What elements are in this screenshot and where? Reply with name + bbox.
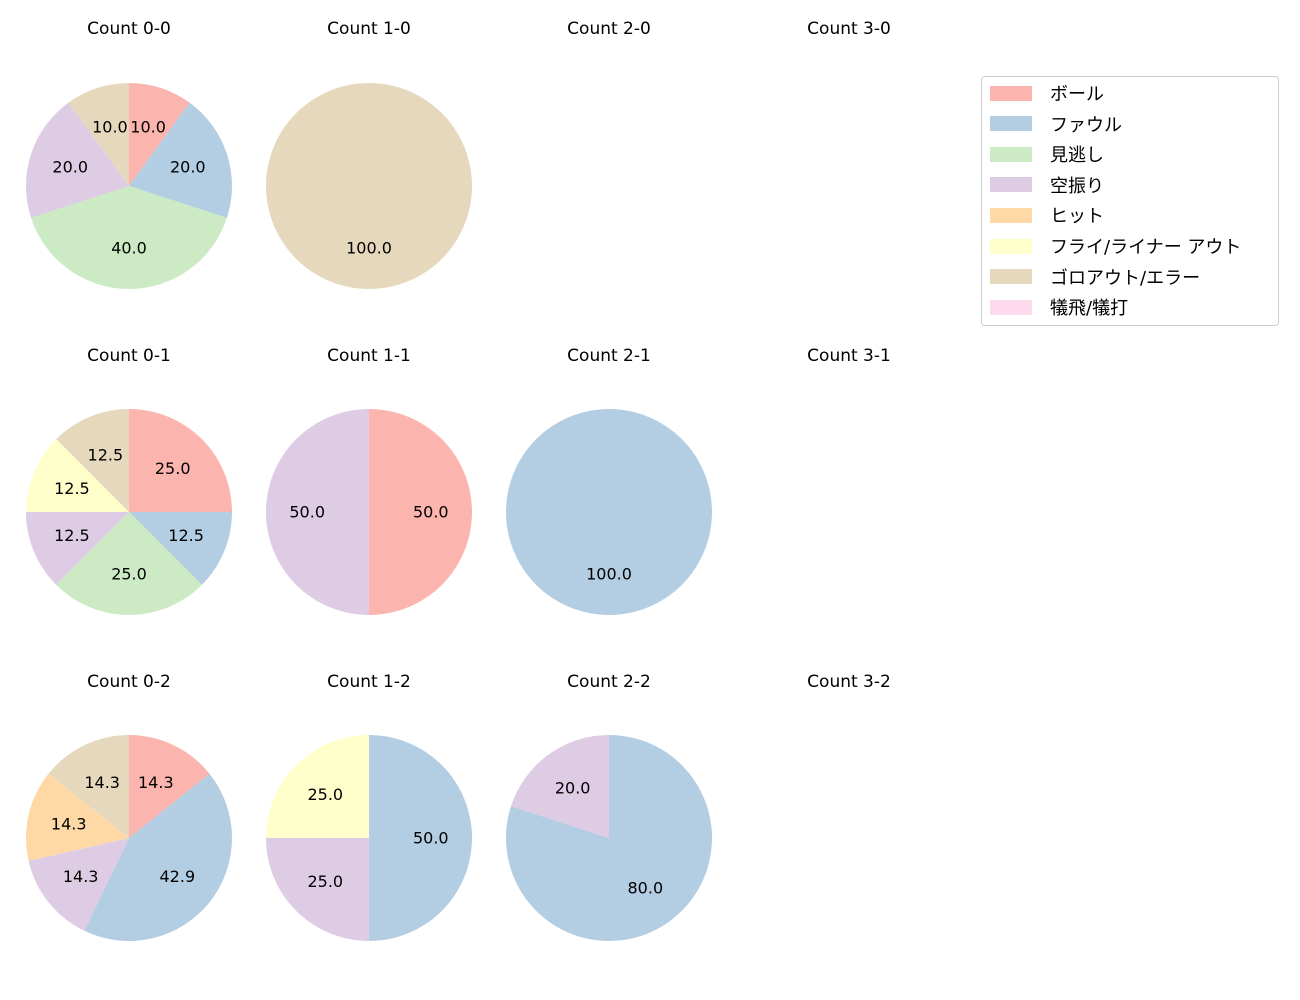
- slice-value-label: 50.0: [289, 503, 325, 522]
- pie-slice: [266, 83, 472, 289]
- pie-slice: [84, 773, 232, 941]
- pie-title: Count 2-1: [567, 346, 651, 366]
- legend-label: 見逃し: [1050, 145, 1104, 167]
- legend-item: 犠飛/犠打: [990, 295, 1128, 319]
- pie-slice: [56, 512, 202, 615]
- slice-value-label: 14.3: [51, 815, 87, 834]
- legend-swatch: [990, 146, 1032, 162]
- slice-value-label: 42.9: [160, 867, 196, 886]
- pie-slice: [56, 409, 130, 512]
- slice-value-label: 25.0: [155, 459, 191, 478]
- pie-count-3-2: Count 3-2: [807, 672, 891, 692]
- pie-count-3-1: Count 3-1: [807, 346, 891, 366]
- pie-count-1-2: Count 1-2 50.0 25.0 25.0: [266, 672, 472, 941]
- legend-swatch: [990, 299, 1032, 315]
- pie-slice: [28, 838, 129, 931]
- slice-value-label: 14.3: [63, 867, 99, 886]
- slice-value-label: 12.5: [54, 526, 90, 545]
- slice-value-label: 25.0: [307, 872, 343, 891]
- pie-count-1-0: Count 1-0 100.0: [266, 19, 472, 289]
- legend-item: ファウル: [990, 112, 1122, 136]
- legend-item: フライ/ライナー アウト: [990, 234, 1241, 258]
- legend-item: ヒット: [990, 203, 1104, 227]
- legend-label: ファウル: [1050, 114, 1122, 136]
- pie-count-0-1: Count 0-1 25.0 12.5 25.0 12.5 12.5 12.5: [26, 346, 232, 615]
- legend-swatch: [990, 177, 1032, 193]
- pie-slice: [266, 735, 369, 838]
- slice-value-label: 80.0: [628, 878, 664, 897]
- pie-count-2-0: Count 2-0: [567, 19, 651, 39]
- pie-title: Count 0-1: [87, 346, 171, 366]
- pie-count-1-1: Count 1-1 50.0 50.0: [266, 346, 472, 615]
- slice-value-label: 14.3: [138, 773, 174, 792]
- pie-slice: [129, 409, 232, 512]
- legend-item: ゴロアウト/エラー: [990, 265, 1200, 289]
- pie-title: Count 3-0: [807, 19, 891, 39]
- slice-value-label: 12.5: [54, 479, 90, 498]
- pie-title: Count 1-1: [327, 346, 411, 366]
- pie-title: Count 1-2: [327, 672, 411, 692]
- slice-value-label: 25.0: [307, 785, 343, 804]
- pie-slice: [25, 102, 129, 218]
- legend-label: フライ/ライナー アウト: [1050, 237, 1242, 258]
- slice-value-label: 20.0: [52, 157, 88, 176]
- pie-slice: [369, 735, 472, 941]
- legend-swatch: [990, 116, 1032, 132]
- pie-slice: [26, 439, 129, 512]
- legend-item: 空振り: [990, 173, 1104, 197]
- pie-slice: [266, 409, 369, 615]
- legend-item: ボール: [990, 81, 1104, 105]
- slice-value-label: 10.0: [92, 118, 128, 137]
- slice-value-label: 100.0: [346, 238, 392, 257]
- pie-title: Count 3-1: [807, 346, 891, 366]
- pie-slice: [369, 409, 472, 615]
- pie-slice: [266, 838, 369, 941]
- pie-count-2-2: Count 2-2 80.0 20.0: [506, 672, 713, 941]
- pie-slice: [26, 773, 130, 861]
- legend-swatch: [990, 207, 1032, 223]
- pie-slice: [506, 409, 712, 615]
- pie-count-0-0: Count 0-0 10.0 20.0 40.0 20.0 10.0: [25, 19, 232, 289]
- pie-title: Count 2-0: [567, 19, 651, 39]
- pie-slice: [129, 102, 232, 218]
- legend: ボールファウル見逃し空振りヒットフライ/ライナー アウト ゴロアウト/エラー 犠飛/…: [981, 76, 1279, 326]
- pie-slice: [129, 735, 210, 838]
- pie-slice: [48, 735, 129, 838]
- pie-slice: [129, 512, 232, 585]
- pie-count-0-2: Count 0-2 14.3 42.9 14.3 14.3 14.3: [26, 672, 232, 941]
- slice-value-label: 14.3: [84, 773, 120, 792]
- slice-value-label: 25.0: [111, 564, 147, 583]
- slice-value-label: 50.0: [413, 829, 449, 848]
- legend-label: ボール: [1050, 84, 1104, 105]
- slice-value-label: 12.5: [168, 526, 204, 545]
- pie-title: Count 0-2: [87, 672, 171, 692]
- pie-slice: [129, 83, 190, 186]
- legend-label: 犠飛/犠打: [1050, 298, 1129, 320]
- pie-count-3-0: Count 3-0: [807, 19, 891, 39]
- legend-swatch: [990, 238, 1032, 254]
- slice-value-label: 40.0: [111, 238, 147, 257]
- pie-slice: [68, 83, 129, 186]
- slice-value-label: 12.5: [88, 445, 124, 464]
- pie-count-2-1: Count 2-1 100.0: [506, 346, 712, 615]
- pie-title: Count 3-2: [807, 672, 891, 692]
- pie-title: Count 1-0: [327, 19, 411, 39]
- pie-title: Count 2-2: [567, 672, 651, 692]
- legend-label: ゴロアウト/エラー: [1050, 267, 1201, 289]
- legend-swatch: [990, 85, 1032, 101]
- legend-label: ヒット: [1050, 206, 1104, 228]
- slice-value-label: 20.0: [170, 157, 206, 176]
- pie-title: Count 0-0: [87, 19, 171, 39]
- pie-slice: [26, 512, 129, 585]
- legend-swatch: [990, 269, 1032, 285]
- slice-value-label: 100.0: [586, 564, 632, 583]
- slice-value-label: 10.0: [130, 118, 166, 137]
- legend-item: 見逃し: [990, 142, 1104, 166]
- pie-slice: [31, 186, 227, 289]
- pie-slice: [511, 735, 609, 838]
- slice-value-label: 50.0: [413, 503, 449, 522]
- legend-label: 空振り: [1050, 175, 1104, 197]
- slice-value-label: 20.0: [555, 779, 591, 798]
